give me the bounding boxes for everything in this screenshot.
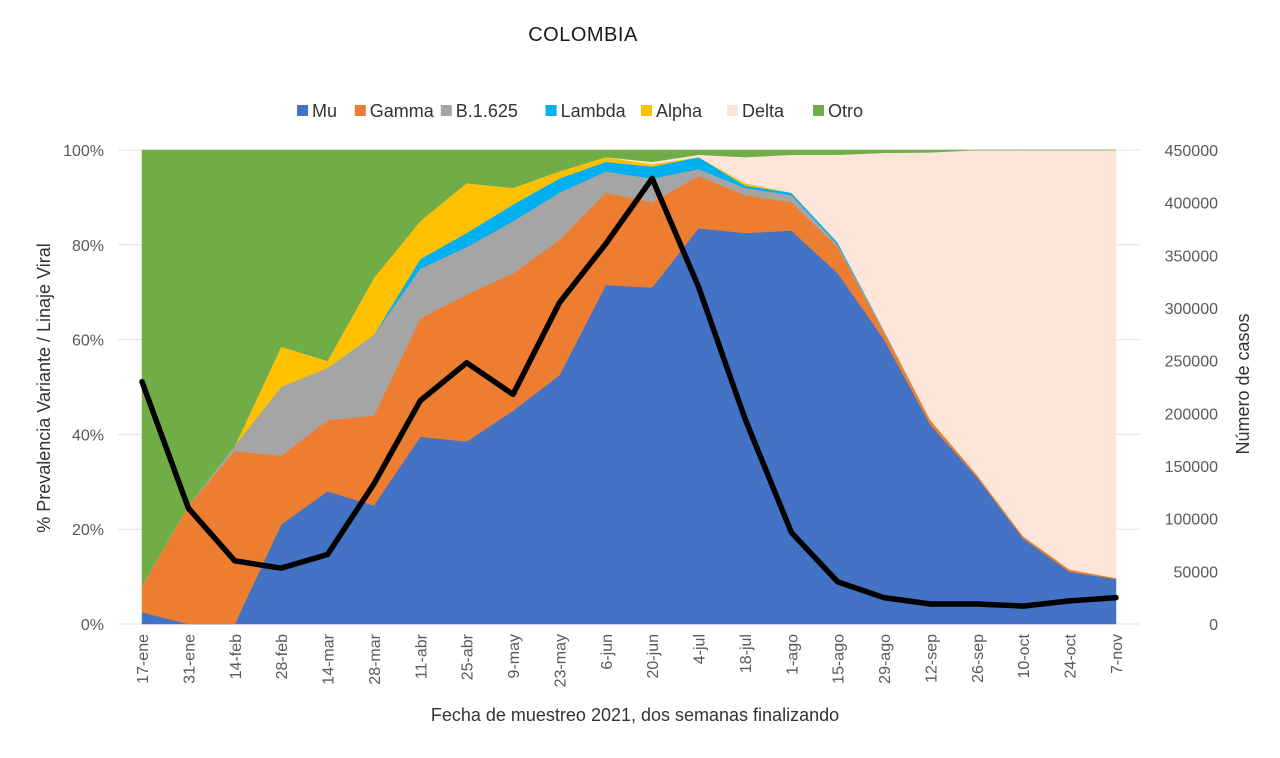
cases-point	[788, 529, 794, 535]
cases-point	[742, 416, 748, 422]
y2-tick-label: 100000	[1165, 512, 1218, 529]
x-tick-label: 25-abr	[460, 633, 477, 680]
cases-point	[417, 398, 423, 404]
cases-point	[325, 551, 331, 557]
y2-tick-label: 400000	[1165, 196, 1218, 213]
line-series-cases	[139, 175, 1119, 609]
y2-tick-label: 0	[1209, 617, 1218, 634]
x-tick-label: 11-abr	[413, 633, 430, 679]
x-tick-label: 24-oct	[1063, 633, 1080, 678]
x-axis-ticks: 17-ene 31-ene 14-feb 28-feb 14-mar 28-mar 11-a…	[135, 633, 1126, 687]
x-tick-label: 12-sep	[923, 634, 940, 683]
cases-point	[927, 601, 933, 607]
cases-line	[139, 175, 1119, 609]
y-tick-label: 80%	[72, 238, 104, 255]
cases-point	[1020, 603, 1026, 609]
x-tick-label: 15-ago	[831, 634, 848, 684]
x-tick-label: 31-ene	[181, 634, 198, 684]
cases-point	[232, 558, 238, 564]
y-axis-title: % Prevalencia Variante / Linaje Viral	[34, 243, 54, 533]
y-tick-label: 40%	[72, 427, 104, 444]
x-tick-label: 14-feb	[228, 634, 245, 679]
legend-swatch	[297, 105, 308, 116]
cases-point	[696, 284, 702, 290]
legend-label: Delta	[742, 101, 785, 121]
stacked-areas	[141, 149, 1117, 625]
x-axis-title: Fecha de muestreo 2021, dos semanas fina…	[431, 705, 839, 725]
y2-tick-label: 150000	[1165, 459, 1218, 476]
x-tick-label: 17-ene	[135, 634, 152, 684]
cases-point	[1113, 595, 1119, 601]
y-tick-label: 60%	[72, 333, 104, 350]
x-tick-label: 1-ago	[784, 634, 801, 675]
cases-point	[1067, 598, 1073, 604]
chart-title: COLOMBIA	[528, 24, 638, 46]
legend-swatch	[440, 105, 452, 116]
legend-swatch	[354, 105, 366, 116]
x-tick-label: 6-jun	[599, 634, 616, 670]
y2-tick-label: 300000	[1165, 301, 1218, 318]
cases-point	[371, 481, 377, 487]
y2-tick-label: 350000	[1165, 248, 1218, 265]
y2-tick-label: 50000	[1174, 564, 1219, 581]
x-tick-label: 10-oct	[1016, 633, 1033, 678]
x-tick-label: 26-sep	[970, 634, 987, 683]
y2-tick-label: 250000	[1165, 354, 1218, 371]
legend: Mu Gamma B.1.625 Lambda Alpha Delta Otro	[297, 101, 863, 121]
cases-point	[835, 579, 841, 585]
y2-tick-label: 200000	[1165, 406, 1218, 423]
y-tick-label: 0%	[81, 617, 104, 634]
y-tick-label: 100%	[63, 143, 104, 160]
legend-label: B.1.625	[456, 101, 518, 121]
legend-swatch	[641, 105, 652, 116]
cases-point	[464, 360, 470, 366]
x-tick-label: 14-mar	[321, 633, 338, 684]
x-tick-label: 28-feb	[274, 634, 291, 679]
x-tick-label: 4-jul	[692, 634, 709, 664]
y-tick-label: 20%	[72, 522, 104, 539]
cases-point	[881, 595, 887, 601]
cases-point	[649, 175, 655, 181]
legend-label: Alpha	[656, 101, 703, 121]
x-tick-label: 9-may	[506, 634, 523, 678]
cases-point	[556, 300, 562, 306]
y-axis-ticks: 0% 20% 40% 60% 80% 100%	[63, 143, 104, 634]
x-tick-label: 23-may	[552, 634, 569, 687]
x-tick-label: 7-nov	[1109, 634, 1126, 674]
cases-point	[185, 505, 191, 511]
cases-point	[603, 241, 609, 247]
y2-axis-ticks: 0 50000 100000 150000 200000 250000 300000 3500…	[1165, 143, 1218, 634]
x-tick-label: 28-mar	[367, 633, 384, 684]
legend-swatch	[813, 105, 824, 116]
y2-axis-title: Número de casos	[1233, 313, 1253, 454]
legend-swatch	[727, 105, 738, 116]
legend-label: Gamma	[370, 101, 435, 121]
cases-point	[139, 379, 145, 385]
y2-tick-label: 450000	[1165, 143, 1218, 160]
cases-point	[278, 565, 284, 571]
legend-label: Mu	[312, 101, 337, 121]
legend-label: Lambda	[561, 101, 627, 121]
area-series-otro	[141, 149, 1116, 588]
x-tick-label: 29-ago	[877, 634, 894, 684]
cases-point	[510, 391, 516, 397]
x-tick-label: 18-jul	[738, 634, 755, 673]
legend-swatch	[545, 105, 557, 116]
x-tick-label: 20-jun	[645, 634, 662, 678]
cases-point	[974, 601, 980, 607]
legend-label: Otro	[828, 101, 863, 121]
